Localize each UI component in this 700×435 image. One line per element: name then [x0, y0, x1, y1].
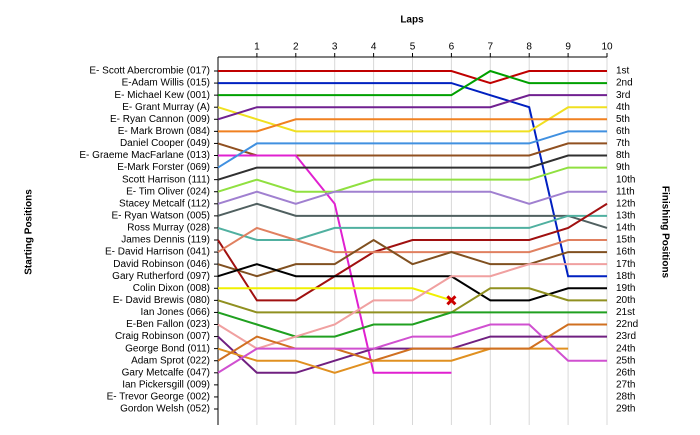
driver-line: [217, 263, 607, 350]
x-tick-label: 5: [410, 42, 416, 53]
finish-label: 18th: [616, 271, 635, 282]
finish-label: 29th: [616, 404, 635, 415]
start-label: E- Tim Oliver (024): [126, 186, 210, 197]
driver-line: [217, 347, 569, 374]
finish-label: 20th: [616, 295, 635, 306]
start-label: Ross Murray (028): [127, 223, 210, 234]
driver-line: [217, 323, 607, 362]
x-tick-label: 3: [332, 42, 338, 53]
start-label: George Bond (011): [125, 343, 210, 354]
start-label: Gordon Welsh (052): [120, 404, 210, 415]
start-label: E-Adam Willis (015): [122, 78, 210, 89]
driver-line: [218, 154, 452, 374]
driver-line: [217, 214, 607, 241]
finish-label: 7th: [616, 138, 630, 149]
start-label: E- David Harrison (041): [105, 247, 210, 258]
finish-label: 16th: [616, 247, 635, 258]
x-axis-title: Laps: [400, 15, 424, 26]
start-label: E-Mark Forster (069): [117, 162, 210, 173]
start-label: Ian Jones (066): [141, 307, 211, 318]
driver-line: [218, 287, 452, 302]
x-tick-label: 1: [254, 42, 260, 53]
start-label: E- Michael Kew (001): [114, 90, 210, 101]
finish-label: 11th: [616, 186, 635, 197]
finish-label: 19th: [616, 283, 635, 294]
start-label: Scott Harrison (111): [122, 174, 210, 185]
driver-line: [218, 70, 607, 85]
start-label: E- Scott Abercrombie (017): [89, 66, 210, 77]
start-label: E-Ben Fallon (023): [126, 319, 210, 330]
finish-label: 13th: [616, 210, 635, 221]
finish-label: 28th: [616, 392, 635, 403]
start-label: E- Ryan Watson (005): [111, 210, 210, 221]
finish-label: 25th: [616, 355, 635, 366]
start-label: E- Mark Brown (084): [118, 126, 210, 137]
finish-label: 26th: [616, 367, 635, 378]
y2-axis-title: Finishing Positions: [659, 186, 670, 279]
driver-line: [217, 238, 607, 278]
y-axis-title: Starting Positions: [24, 189, 35, 275]
start-label: E- Ryan Cannon (009): [110, 114, 210, 125]
start-label: E- Trevor George (002): [107, 392, 210, 403]
start-label: Daniel Cooper (049): [120, 138, 210, 149]
finish-label: 24th: [616, 343, 635, 354]
finish-label: 17th: [616, 259, 635, 270]
finish-label: 23rd: [616, 331, 636, 342]
driver-line: [217, 130, 607, 169]
driver-line: [217, 202, 608, 302]
x-tick-label: 8: [526, 42, 532, 53]
finish-label: 15th: [616, 235, 635, 246]
finish-label: 3rd: [616, 90, 630, 101]
driver-line: [217, 166, 607, 193]
driver-line: [218, 69, 607, 97]
x-tick-label: 7: [488, 42, 494, 53]
finish-label: 21st: [616, 307, 635, 318]
finish-label: 14th: [616, 223, 635, 234]
driver-line: [217, 94, 607, 121]
finish-label: 4th: [616, 102, 630, 113]
driver-line: [217, 190, 607, 205]
start-label: Gary Rutherford (097): [112, 271, 210, 282]
finish-label: 22nd: [616, 319, 638, 330]
finish-label: 1st: [616, 66, 630, 77]
start-label: Stacey Metcalf (112): [119, 198, 210, 209]
driver-line: [217, 287, 607, 314]
finish-label: 6th: [616, 126, 630, 137]
x-tick-label: 9: [565, 42, 571, 53]
finish-label: 8th: [616, 150, 630, 161]
start-label: Gary Metcalfe (047): [122, 367, 210, 378]
finish-label: 2nd: [616, 78, 633, 89]
finish-label: 5th: [616, 114, 630, 125]
start-label: E- Grant Murray (A): [122, 102, 210, 113]
start-label: Adam Sprot (022): [131, 355, 210, 366]
finish-label: 9th: [616, 162, 630, 173]
x-tick-label: 2: [293, 42, 299, 53]
driver-line: [217, 323, 607, 374]
start-label: E- Graeme MacFarlane (013): [79, 150, 210, 161]
start-label: E- David Brewis (080): [113, 295, 210, 306]
start-label: Craig Robinson (007): [115, 331, 210, 342]
driver-line: [218, 118, 607, 133]
start-label: David Robinson (046): [113, 259, 210, 270]
retired-marker: [446, 295, 457, 306]
finish-label: 12th: [616, 198, 635, 209]
finish-label: 27th: [616, 379, 635, 390]
start-label: Ian Pickersgill (009): [122, 379, 210, 390]
driver-line: [217, 226, 607, 254]
x-tick-label: 4: [371, 42, 377, 53]
start-label: Colin Dixon (008): [133, 283, 210, 294]
driver-line: [217, 106, 607, 133]
start-label: James Dennis (119): [121, 235, 210, 246]
x-tick-label: 6: [449, 42, 455, 53]
driver-line: [217, 263, 607, 302]
driver-line: [217, 202, 608, 229]
driver-line: [217, 311, 607, 338]
driver-line: [217, 154, 607, 181]
x-tick-label: 10: [601, 42, 613, 53]
finish-label: 10th: [616, 174, 635, 185]
